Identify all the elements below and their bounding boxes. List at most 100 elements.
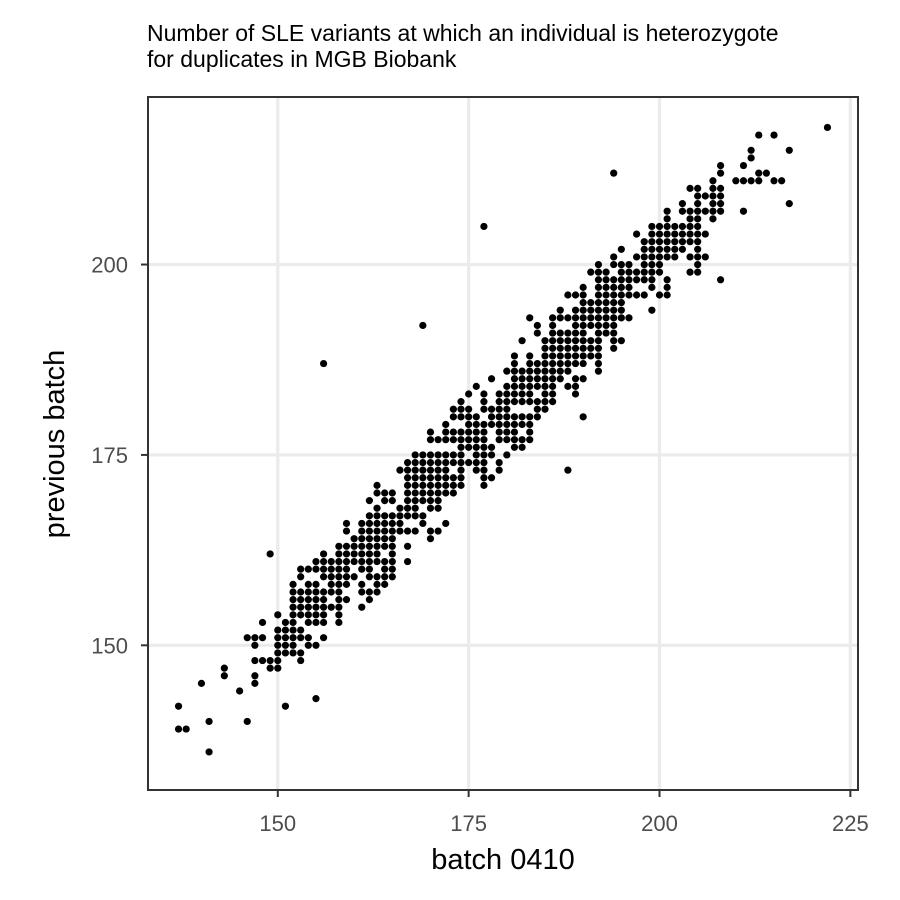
scatter-point [571,344,580,352]
scatter-point [694,238,702,246]
scatter-point [465,443,473,451]
chart-title-line-1: Number of SLE variants at which an indiv… [147,20,779,46]
scatter-point [312,565,320,573]
scatter-point [541,359,549,368]
scatter-point [541,352,549,360]
scatter-point [388,527,396,535]
scatter-point [419,497,427,505]
scatter-point [373,573,381,581]
scatter-point [594,306,603,314]
scatter-point [480,405,488,413]
scatter-point [327,557,335,566]
scatter-point [304,634,312,642]
scatter-point [335,542,343,550]
scatter-point [663,283,671,291]
scatter-point [457,458,465,467]
scatter-point [655,238,664,246]
scatter-point [335,618,343,627]
scatter-point [442,466,450,474]
scatter-point [510,398,519,406]
scatter-point [716,192,725,200]
scatter-point [266,656,274,665]
scatter-point [297,588,305,596]
scatter-point [457,481,465,489]
scatter-point [289,580,297,588]
scatter-point [472,443,480,451]
scatter-point [602,321,610,330]
scatter-point [617,283,625,291]
scatter-point [549,321,557,330]
scatter-point [472,413,480,421]
scatter-point [571,359,580,368]
scatter-point [411,481,419,489]
scatter-point [686,230,694,238]
scatter-point [457,413,465,421]
scatter-point [617,291,625,299]
scatter-point [625,283,633,291]
scatter-point [518,436,526,444]
scatter-point [396,512,404,520]
scatter-point [633,268,641,276]
scatter-point [663,215,671,223]
scatter-point [442,489,450,497]
scatter-point [258,618,267,627]
scatter-point [518,443,526,451]
scatter-point [281,702,290,710]
scatter-point [365,512,373,520]
scatter-point [594,314,603,322]
scatter-point [633,291,641,299]
scatter-point [549,314,557,322]
scatter-point [342,573,351,581]
scatter-point [358,542,366,550]
scatter-point [503,382,511,390]
scatter-point [739,161,748,170]
scatter-point [655,245,664,253]
scatter-point [457,428,465,436]
scatter-point [373,527,381,535]
scatter-point [449,428,457,436]
scatter-point [655,268,664,276]
scatter-point [526,413,534,421]
scatter-point [709,200,717,208]
scatter-point [518,398,526,406]
scatter-point [709,215,717,223]
scatter-point [342,580,351,588]
scatter-point [495,428,503,436]
scatter-point [304,603,312,611]
scatter-point [457,466,465,474]
scatter-point [785,146,793,154]
scatter-point [426,535,435,543]
scatter-point [541,398,549,406]
scatter-point [678,230,687,238]
scatter-point [174,725,183,733]
scatter-point [564,314,572,322]
scatter-point [503,428,511,436]
scatter-point [610,337,618,345]
scatter-point [480,451,488,459]
scatter-point [533,367,541,375]
scatter-point [381,580,389,588]
scatter-point [312,641,320,649]
scatter-point [251,656,259,665]
scatter-point [625,276,633,284]
scatter-point [694,230,702,238]
scatter-point [510,367,519,375]
scatter-point [518,390,526,398]
y-axis: 150 175 200 [91,253,148,658]
scatter-point [526,375,534,383]
scatter-point [419,481,427,489]
scatter-point [297,611,305,619]
scatter-point [327,565,335,573]
scatter-point [617,299,625,307]
scatter-point [640,291,648,299]
scatter-point [281,634,290,642]
scatter-point [587,344,595,352]
points-layer [174,123,832,756]
scatter-point [411,497,419,505]
scatter-point [373,557,381,566]
scatter-point [480,428,488,436]
scatter-point [778,177,786,185]
scatter-point [281,618,290,627]
scatter-point [297,634,305,642]
scatter-point [701,207,709,215]
